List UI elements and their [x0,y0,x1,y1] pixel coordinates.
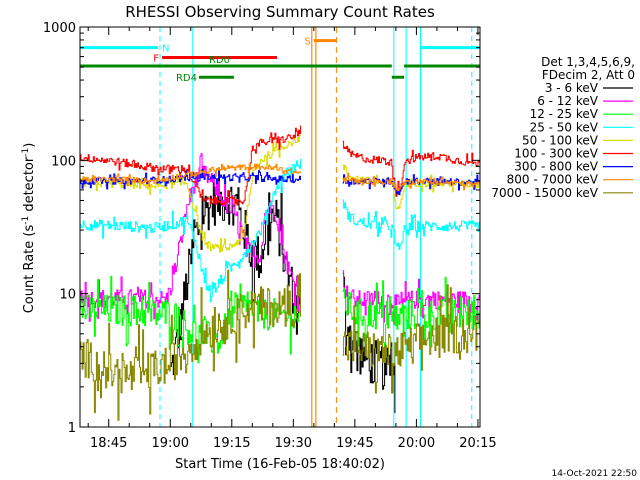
series-line-3-seg-1 [342,199,481,250]
legend-label-7: 800 - 7000 keV [507,173,599,187]
series-line-0-seg-0 [170,176,301,376]
plot-series [80,125,481,421]
state-bar-label-n: N [162,44,169,55]
legend-label-1: 6 - 12 keV [537,94,599,108]
state-bar-label-rd4: RD4 [176,73,197,84]
x-tick-label: 20:15 [459,436,496,451]
legend-label-6: 300 - 800 keV [514,160,598,174]
y-tick-label: 100 [51,154,76,169]
y-axis-label-end: ) [22,143,37,148]
legend-header-line1: Det 1,3,4,5,6,9, [541,55,635,69]
x-tick-label: 18:45 [90,436,127,451]
x-axis-label: Start Time (16-Feb-05 18:40:02) [175,457,385,472]
series-line-1-seg-1 [342,270,481,325]
series-line-3-seg-0 [80,158,301,303]
state-bar-label-s: S [304,37,310,48]
legend-header-line2: FDecim 2, Att 0 [542,68,635,82]
legend-label-4: 50 - 100 keV [522,133,599,147]
plot-frame [79,26,481,428]
y-axis-label-sup2: -1 [21,148,31,157]
state-bar-label-rd0: RD0 [209,55,230,66]
x-tick-label: 19:15 [213,436,250,451]
y-tick-label: 1 [68,421,76,436]
legend-label-8: 7000 - 15000 keV [491,186,598,200]
x-tick-label: 19:30 [275,436,312,451]
x-tick-label: 19:00 [152,436,189,451]
x-tick-label: 19:45 [336,436,373,451]
legend-label-0: 3 - 6 keV [545,81,599,95]
series-line-8-seg-1 [342,284,481,394]
legend-label-5: 100 - 300 keV [514,147,598,161]
series-line-8-seg-0 [80,269,301,421]
legend-label-2: 12 - 25 keV [530,107,599,121]
plot-state-bars: NF S RD0 RD4 [80,37,480,84]
legend-label-3: 25 - 50 keV [530,120,599,134]
series-line-2-seg-0 [80,275,301,364]
y-tick-label: 10 [59,288,76,303]
y-axis-label-mid: detector [22,156,37,216]
y-axis-label-main: Count Rate (s [22,225,37,314]
y-axis-label-sup1: -1 [21,216,31,225]
plot-axes: 1 10 100 1000 18:45 19:00 19:15 19:30 19:45 20:00… [43,21,497,451]
series-line-7-seg-1 [342,173,481,191]
timestamp: 14-Oct-2021 22:50 [552,469,638,479]
series-line-7-seg-0 [80,163,301,187]
series-line-5-seg-1 [342,140,481,197]
x-tick-label: 20:00 [398,436,435,451]
state-bar-label-f: F [153,54,159,65]
y-tick-label: 1000 [43,21,76,36]
y-axis-label: Count Rate (s-1 detector-1) [21,143,37,314]
chart-title: RHESSI Observing Summary Count Rates [125,3,435,21]
